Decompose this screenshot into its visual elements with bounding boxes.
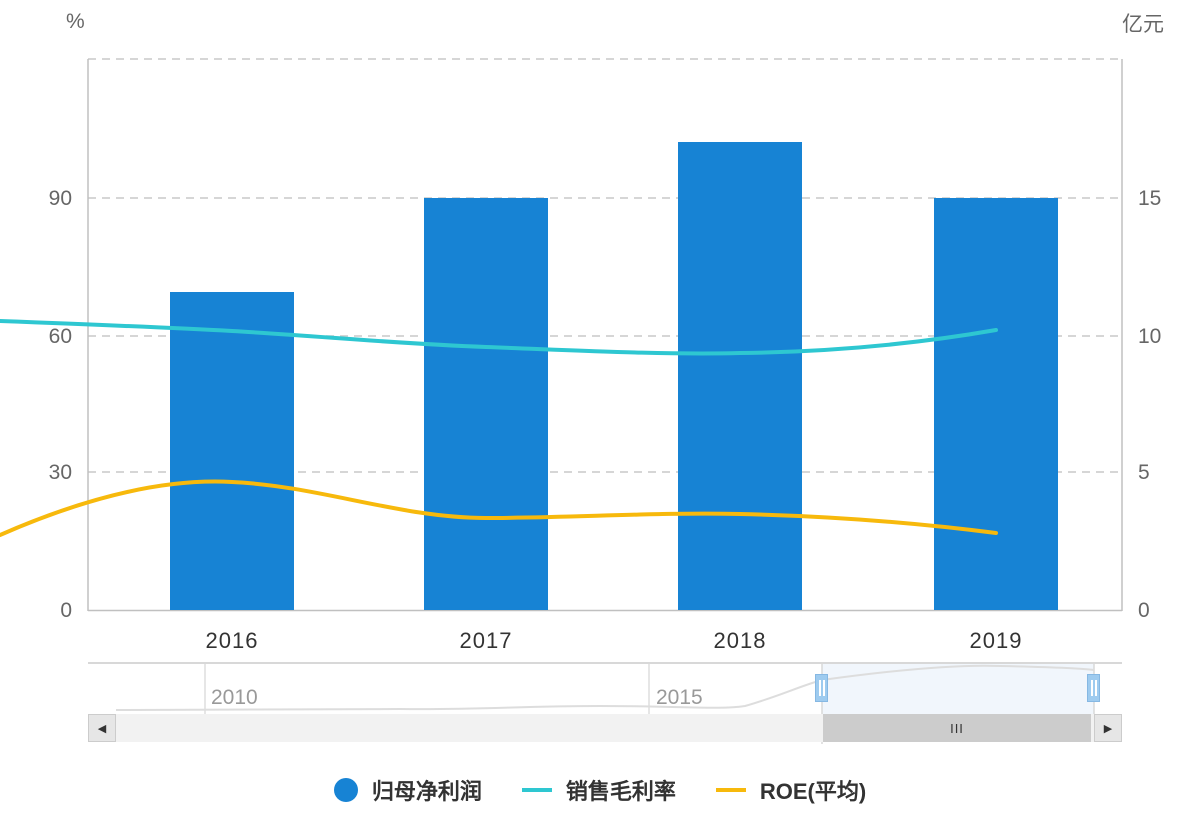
grip-icon (818, 680, 825, 696)
left-tick-30: 30 (48, 461, 72, 484)
right-tick-0: 0 (1138, 599, 1150, 622)
left-axis-unit: % (66, 10, 85, 33)
bars-series-归母净利润 (170, 142, 1058, 610)
x-label-2017: 2017 (459, 628, 513, 653)
legend-label: ROE(平均) (759, 779, 867, 804)
line-series-roe[interactable] (0, 479, 998, 537)
legend-item-roe[interactable]: ROE(平均) (715, 774, 867, 806)
navigator-series-line (115, 664, 1095, 711)
bar-2019[interactable] (934, 198, 1058, 610)
legend-item-gross-margin[interactable]: 销售毛利率 (521, 774, 676, 806)
navigator-left-handle[interactable] (815, 674, 828, 702)
legend-label: 销售毛利率 (565, 779, 676, 804)
navigator-label-2015: 2015 (656, 686, 703, 709)
scrollbar-thumb[interactable]: III (823, 714, 1091, 742)
x-label-2019: 2019 (969, 628, 1023, 653)
x-label-2016: 2016 (205, 628, 259, 653)
arrow-left-icon: ◀ (97, 722, 107, 735)
legend-item-net-profit[interactable]: 归母净利润 (333, 774, 482, 806)
legend: 归母净利润 销售毛利率 ROE(平均) (0, 772, 1200, 808)
arrow-right-icon: ▶ (1103, 722, 1113, 735)
navigator-right-handle[interactable] (1087, 674, 1100, 702)
line-icon (715, 788, 746, 792)
grip-icon: III (950, 720, 964, 736)
scroll-left-button[interactable]: ◀ (88, 714, 116, 742)
left-tick-90: 90 (48, 187, 72, 210)
right-axis-unit: 亿元 (1122, 13, 1164, 36)
bar-2016[interactable] (170, 292, 294, 610)
scroll-right-button[interactable]: ▶ (1094, 714, 1122, 742)
bar-2017[interactable] (424, 198, 548, 610)
left-tick-0: 0 (60, 599, 72, 622)
circle-icon (333, 778, 358, 802)
left-tick-60: 60 (48, 325, 72, 348)
x-label-2018: 2018 (713, 628, 767, 653)
navigator-selected-range (822, 664, 1094, 714)
navigator (88, 662, 1122, 744)
right-tick-5: 5 (1138, 461, 1150, 484)
legend-label: 归母净利润 (371, 779, 482, 804)
line-icon (521, 788, 552, 792)
bar-2018[interactable] (678, 142, 802, 610)
right-tick-15: 15 (1138, 187, 1162, 210)
line-series-gross-margin[interactable] (0, 319, 998, 356)
grip-icon (1090, 680, 1097, 696)
navigator-label-2010: 2010 (211, 686, 258, 709)
right-tick-10: 10 (1138, 325, 1162, 348)
